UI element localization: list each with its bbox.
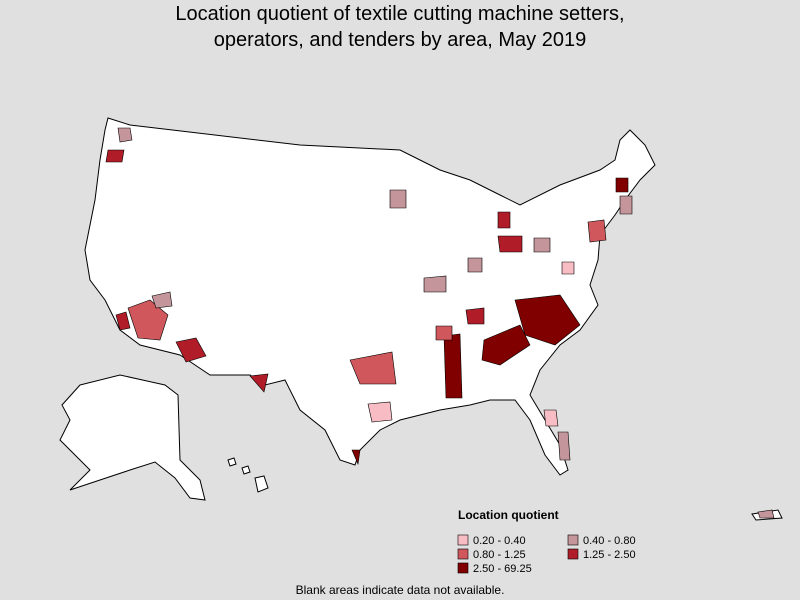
region [175,337,207,363]
region [443,333,463,399]
title-line: operators, and tenders by area, May 2019 [214,29,586,51]
region [533,237,551,253]
region [249,373,269,393]
footnote: Blank areas indicate data not available. [296,583,505,597]
map [59,117,783,521]
region [423,275,447,293]
region [465,307,485,325]
title-line: Location quotient of textile cutting mac… [175,3,624,25]
legend-label: 0.80 - 1.25 [473,549,526,561]
legend-swatch [457,548,469,560]
regions [105,127,775,519]
legend-swatch [567,548,579,560]
region [615,177,629,193]
region [497,211,511,229]
region [117,127,133,143]
region [587,219,607,243]
region [435,325,453,341]
legend-title: Location quotient [458,508,559,522]
region [389,189,407,209]
legend-swatch [567,534,579,546]
region [351,449,361,466]
legend-label: 2.50 - 69.25 [473,563,532,575]
region [757,509,775,519]
region [151,291,173,309]
region [557,431,571,461]
legend-label: 1.25 - 2.50 [583,549,636,561]
region [115,311,131,331]
region [619,195,633,215]
region [367,401,393,423]
region [349,351,397,385]
region [467,257,483,273]
region [561,261,575,275]
region [497,235,523,253]
hawaii [227,457,269,493]
legend-swatch [457,534,469,546]
legend-label: 0.20 - 0.40 [473,535,526,547]
region [105,149,125,163]
legend-swatch [457,562,469,574]
region [127,299,169,341]
region [543,409,559,427]
region [481,324,531,366]
legend: Location quotient 0.20 - 0.40 0.40 - 0.80… [457,508,636,575]
legend-label: 0.40 - 0.80 [583,535,636,547]
region [514,294,581,346]
alaska [59,374,206,501]
